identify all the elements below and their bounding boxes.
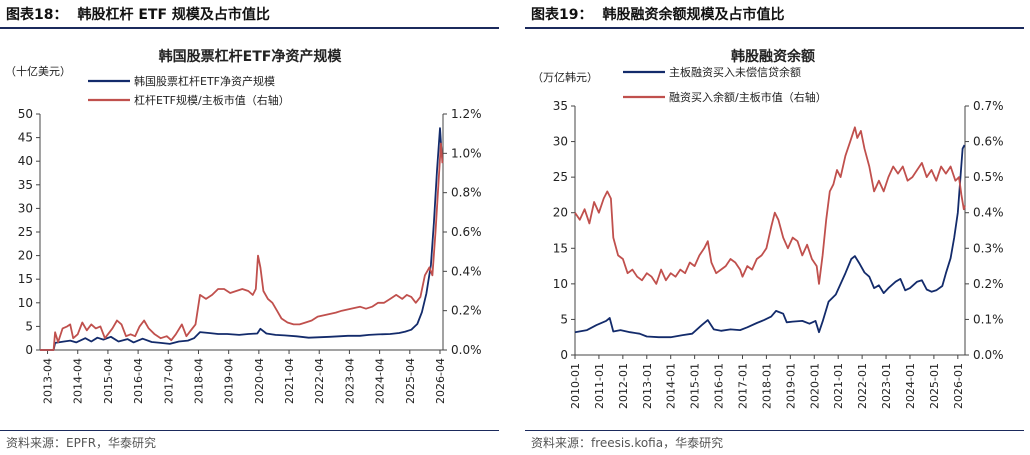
x-tick-label: 2018-01 bbox=[760, 363, 773, 409]
y-tick-label-left: 20 bbox=[18, 249, 33, 263]
left-axis-unit: （十亿美元） bbox=[5, 64, 71, 78]
figure-18: 图表18： 韩股杠杆 ETF 规模及占市值比 韩国股票杠杆ETF净资产规模 （十亿美… bbox=[0, 0, 505, 455]
x-tick-label: 2013-04 bbox=[42, 358, 55, 404]
y-tick-label-right: 0.0% bbox=[973, 348, 1004, 362]
y-tick-label-left: 30 bbox=[18, 201, 33, 215]
x-tick-label: 2015-01 bbox=[689, 363, 702, 409]
figure-number: 图表19： bbox=[531, 7, 593, 23]
y-tick-label-left: 0 bbox=[25, 343, 33, 357]
figure-header: 图表18： 韩股杠杆 ETF 规模及占市值比 bbox=[6, 4, 499, 26]
y-tick-label-right: 0.0% bbox=[451, 343, 482, 357]
y-tick-label-left: 5 bbox=[560, 312, 568, 326]
footer-rule bbox=[0, 430, 499, 431]
y-tick-label-right: 0.7% bbox=[973, 99, 1004, 113]
y-tick-label-right: 0.3% bbox=[973, 241, 1004, 255]
chart-title: 韩股融资余额 bbox=[731, 48, 815, 65]
x-tick-label: 2026-01 bbox=[952, 363, 965, 409]
figure-title: 韩股杠杆 ETF 规模及占市值比 bbox=[77, 7, 270, 23]
x-tick-label: 2014-04 bbox=[72, 358, 85, 404]
series-line-0 bbox=[40, 127, 443, 351]
y-tick-label-left: 5 bbox=[25, 319, 33, 333]
y-tick-label-right: 1.0% bbox=[451, 146, 482, 160]
x-tick-label: 2025-04 bbox=[404, 358, 417, 404]
header-rule bbox=[0, 27, 499, 29]
x-tick-label: 2010-01 bbox=[569, 363, 582, 409]
x-tick-label: 2022-04 bbox=[313, 358, 326, 404]
y-tick-label-left: 35 bbox=[553, 99, 568, 113]
x-tick-label: 2020-01 bbox=[808, 363, 821, 409]
y-tick-label-right: 0.1% bbox=[973, 312, 1004, 326]
footer-rule bbox=[525, 430, 1024, 431]
y-tick-label-right: 0.8% bbox=[451, 186, 482, 200]
y-tick-label-left: 20 bbox=[553, 206, 568, 220]
y-tick-label-left: 25 bbox=[18, 225, 33, 239]
y-tick-label-right: 0.2% bbox=[973, 277, 1004, 291]
legend-label-1: 融资买入余额/主板市值（右轴） bbox=[669, 90, 827, 104]
x-tick-label: 2021-04 bbox=[283, 358, 296, 404]
y-tick-label-left: 10 bbox=[18, 296, 33, 310]
y-tick-label-left: 40 bbox=[18, 154, 33, 168]
y-tick-label-left: 50 bbox=[18, 107, 33, 121]
y-tick-label-right: 0.6% bbox=[451, 225, 482, 239]
x-tick-label: 2017-04 bbox=[162, 358, 175, 404]
series-line-0 bbox=[574, 144, 966, 339]
x-tick-label: 2018-04 bbox=[192, 358, 205, 404]
figure-number: 图表18： bbox=[6, 7, 68, 23]
series-line-1 bbox=[574, 126, 966, 285]
x-tick-label: 2017-01 bbox=[736, 363, 749, 409]
y-tick-label-right: 1.2% bbox=[451, 107, 482, 121]
x-tick-label: 2024-01 bbox=[904, 363, 917, 409]
y-tick-label-left: 30 bbox=[553, 135, 568, 149]
y-tick-label-left: 10 bbox=[553, 277, 568, 291]
x-tick-label: 2012-01 bbox=[617, 363, 630, 409]
y-tick-label-right: 0.6% bbox=[973, 135, 1004, 149]
chart-title: 韩国股票杠杆ETF净资产规模 bbox=[159, 48, 343, 65]
figure-source: 资料来源：freesis.kofia，华泰研究 bbox=[531, 436, 724, 450]
y-tick-label-right: 0.5% bbox=[973, 170, 1004, 184]
x-tick-label: 2026-04 bbox=[434, 358, 447, 404]
x-tick-label: 2014-01 bbox=[665, 363, 678, 409]
legend-label-0: 主板融资买入未偿信贷余额 bbox=[669, 65, 801, 79]
y-tick-label-right: 0.4% bbox=[973, 206, 1004, 220]
series-line-1 bbox=[40, 142, 444, 351]
y-tick-label-right: 0.4% bbox=[451, 264, 482, 278]
y-tick-label-left: 0 bbox=[560, 348, 568, 362]
x-tick-label: 2019-04 bbox=[223, 358, 236, 404]
x-tick-label: 2019-01 bbox=[784, 363, 797, 409]
leverage-etf-chart: 韩国股票杠杆ETF净资产规模 （十亿美元） 韩国股票杠杆ETF净资产规模杠杆ETF规… bbox=[5, 48, 482, 404]
x-tick-label: 2024-04 bbox=[374, 358, 387, 404]
x-tick-label: 2013-01 bbox=[641, 363, 654, 409]
y-tick-label-left: 15 bbox=[553, 241, 568, 255]
x-tick-label: 2025-01 bbox=[928, 363, 941, 409]
y-tick-label-left: 45 bbox=[18, 131, 33, 145]
figure-header: 图表19： 韩股融资余额规模及占市值比 bbox=[531, 4, 1024, 26]
x-tick-label: 2011-01 bbox=[593, 363, 606, 409]
x-tick-label: 2021-01 bbox=[832, 363, 845, 409]
y-tick-label-left: 25 bbox=[553, 170, 568, 184]
figure-source: 资料来源：EPFR，华泰研究 bbox=[6, 436, 157, 450]
x-tick-label: 2016-04 bbox=[132, 358, 145, 404]
left-axis-unit: （万亿韩元） bbox=[532, 70, 598, 84]
x-tick-label: 2016-01 bbox=[713, 363, 726, 409]
y-tick-label-left: 35 bbox=[18, 178, 33, 192]
y-tick-label-left: 15 bbox=[18, 272, 33, 286]
legend-label-0: 韩国股票杠杆ETF净资产规模 bbox=[134, 74, 275, 88]
x-tick-label: 2023-04 bbox=[343, 358, 356, 404]
x-tick-label: 2015-04 bbox=[102, 358, 115, 404]
x-tick-label: 2020-04 bbox=[253, 358, 266, 404]
figure-19: 图表19： 韩股融资余额规模及占市值比 韩股融资余额 （万亿韩元） 主板融资买入未偿信… bbox=[525, 0, 1030, 455]
y-tick-label-right: 0.2% bbox=[451, 304, 482, 318]
x-tick-label: 2022-01 bbox=[856, 363, 869, 409]
header-rule bbox=[525, 27, 1024, 29]
legend-label-1: 杠杆ETF规模/主板市值（右轴） bbox=[134, 93, 290, 107]
x-tick-label: 2023-01 bbox=[880, 363, 893, 409]
figure-title: 韩股融资余额规模及占市值比 bbox=[602, 7, 785, 23]
